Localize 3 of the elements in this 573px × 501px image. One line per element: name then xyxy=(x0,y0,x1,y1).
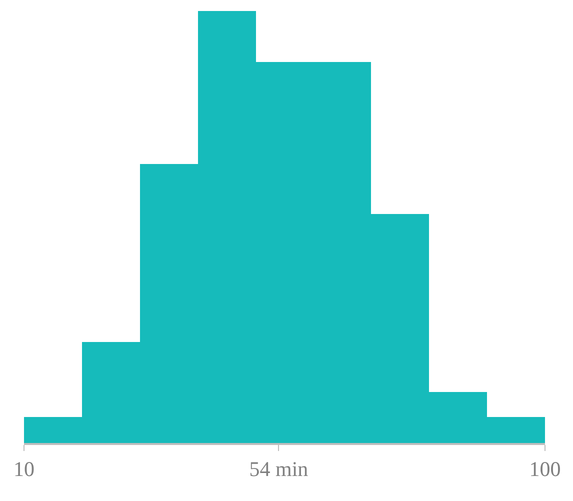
x-tick-label: 10 xyxy=(14,456,34,481)
x-tick-label: 100 xyxy=(529,456,561,481)
x-tick-label: 54 min xyxy=(249,456,309,481)
